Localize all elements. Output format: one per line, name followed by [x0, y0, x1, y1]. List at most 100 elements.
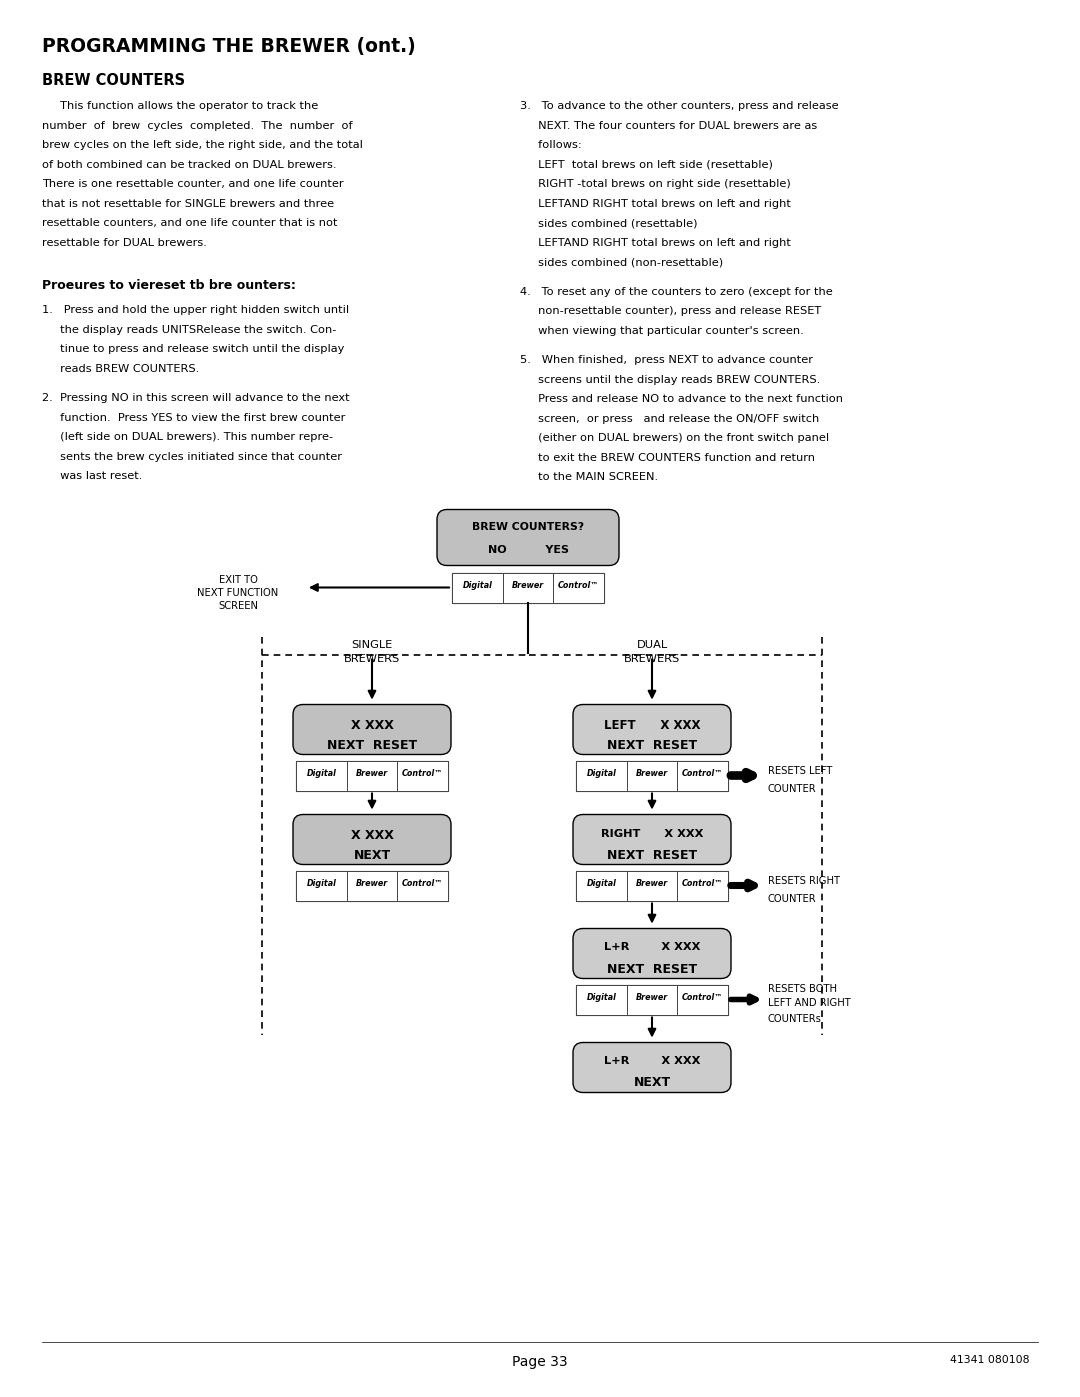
Text: screens until the display reads BREW COUNTERS.: screens until the display reads BREW COU…	[519, 374, 820, 384]
FancyBboxPatch shape	[437, 510, 619, 566]
Text: Digital: Digital	[586, 993, 617, 1002]
Bar	[576, 760, 728, 791]
Text: Control™: Control™	[683, 993, 724, 1002]
FancyBboxPatch shape	[573, 1042, 731, 1092]
Text: Press and release NO to advance to the next function: Press and release NO to advance to the n…	[519, 394, 843, 404]
Bar	[347, 760, 397, 791]
Text: sides combined (resettable): sides combined (resettable)	[519, 218, 698, 228]
Text: that is not resettable for SINGLE brewers and three: that is not resettable for SINGLE brewer…	[42, 198, 334, 208]
Text: NEXT  RESET: NEXT RESET	[607, 963, 697, 975]
Text: Brewer: Brewer	[636, 993, 669, 1002]
Bar	[677, 985, 728, 1014]
Text: EXIT TO: EXIT TO	[218, 574, 257, 584]
Bar	[576, 760, 626, 791]
Text: PROGRAMMING THE BREWER (ont.): PROGRAMMING THE BREWER (ont.)	[42, 36, 416, 56]
Text: Proeures to viereset tb bre ounters:: Proeures to viereset tb bre ounters:	[42, 279, 296, 292]
Text: Digital: Digital	[586, 768, 617, 778]
Text: X XXX: X XXX	[351, 718, 393, 732]
Text: L+R        X XXX: L+R X XXX	[604, 1056, 700, 1066]
Text: to the MAIN SCREEN.: to the MAIN SCREEN.	[519, 472, 658, 482]
Text: Page 33: Page 33	[512, 1355, 568, 1369]
Text: screen,  or press   and release the ON/OFF switch: screen, or press and release the ON/OFF …	[519, 414, 820, 423]
Text: LEFTAND RIGHT total brews on left and right: LEFTAND RIGHT total brews on left and ri…	[519, 198, 791, 208]
Text: function.  Press YES to view the first brew counter: function. Press YES to view the first br…	[42, 412, 346, 422]
Text: Brewer: Brewer	[636, 768, 669, 778]
Bar	[677, 870, 728, 901]
Text: was last reset.: was last reset.	[42, 471, 143, 481]
Text: BREWERS: BREWERS	[343, 654, 400, 664]
Text: Brewer: Brewer	[356, 768, 388, 778]
Text: (left side on DUAL brewers). This number repre-: (left side on DUAL brewers). This number…	[42, 432, 333, 441]
Text: (either on DUAL brewers) on the front switch panel: (either on DUAL brewers) on the front sw…	[519, 433, 829, 443]
Text: Digital: Digital	[307, 879, 336, 888]
Text: Digital: Digital	[307, 768, 336, 778]
Text: NEXT  RESET: NEXT RESET	[607, 848, 697, 862]
Bar	[453, 573, 604, 602]
Text: COUNTERs: COUNTERs	[768, 1013, 822, 1024]
Text: NEXT  RESET: NEXT RESET	[607, 739, 697, 752]
Bar	[397, 760, 448, 791]
Text: There is one resettable counter, and one life counter: There is one resettable counter, and one…	[42, 179, 343, 189]
Text: Control™: Control™	[683, 879, 724, 888]
Text: This function allows the operator to track the: This function allows the operator to tra…	[42, 101, 319, 110]
Bar	[576, 985, 728, 1014]
Bar	[397, 870, 448, 901]
Text: BREW COUNTERS: BREW COUNTERS	[42, 73, 185, 88]
Text: resettable for DUAL brewers.: resettable for DUAL brewers.	[42, 237, 207, 247]
Text: of both combined can be tracked on DUAL brewers.: of both combined can be tracked on DUAL …	[42, 159, 337, 169]
Bar	[296, 760, 448, 791]
Text: COUNTER: COUNTER	[768, 894, 816, 904]
Text: RESETS BOTH: RESETS BOTH	[768, 983, 837, 993]
Text: Brewer: Brewer	[356, 879, 388, 888]
FancyBboxPatch shape	[293, 814, 451, 865]
Bar	[453, 573, 502, 602]
Text: COUNTER: COUNTER	[768, 784, 816, 793]
Text: X XXX: X XXX	[351, 828, 393, 841]
Text: 3.   To advance to the other counters, press and release: 3. To advance to the other counters, pre…	[519, 101, 839, 110]
Text: RESETS RIGHT: RESETS RIGHT	[768, 876, 840, 886]
Text: sides combined (non-resettable): sides combined (non-resettable)	[519, 257, 724, 267]
Text: DUAL: DUAL	[636, 640, 667, 650]
Text: the display reads UNITSRelease the switch. Con-: the display reads UNITSRelease the switc…	[42, 324, 336, 334]
Bar	[296, 870, 448, 901]
Bar	[626, 870, 677, 901]
Text: resettable counters, and one life counter that is not: resettable counters, and one life counte…	[42, 218, 337, 228]
Text: LEFTAND RIGHT total brews on left and right: LEFTAND RIGHT total brews on left and ri…	[519, 237, 791, 247]
FancyBboxPatch shape	[573, 814, 731, 865]
Text: Control™: Control™	[683, 768, 724, 778]
Text: Digital: Digital	[586, 879, 617, 888]
Text: 2.  Pressing NO in this screen will advance to the next: 2. Pressing NO in this screen will advan…	[42, 393, 350, 402]
Bar	[296, 760, 347, 791]
FancyBboxPatch shape	[573, 929, 731, 978]
Text: RESETS LEFT: RESETS LEFT	[768, 766, 833, 775]
Text: NEXT  RESET: NEXT RESET	[327, 739, 417, 752]
Text: brew cycles on the left side, the right side, and the total: brew cycles on the left side, the right …	[42, 140, 363, 149]
Text: Brewer: Brewer	[636, 879, 669, 888]
Text: SCREEN: SCREEN	[218, 601, 258, 610]
FancyBboxPatch shape	[573, 704, 731, 754]
Bar	[296, 870, 347, 901]
Bar	[576, 870, 728, 901]
Text: BREWERS: BREWERS	[624, 654, 680, 664]
Text: RIGHT -total brews on right side (resettable): RIGHT -total brews on right side (resett…	[519, 179, 791, 189]
Text: tinue to press and release switch until the display: tinue to press and release switch until …	[42, 344, 345, 353]
Text: L+R        X XXX: L+R X XXX	[604, 943, 700, 953]
Text: NEXT FUNCTION: NEXT FUNCTION	[198, 588, 279, 598]
Bar	[502, 573, 553, 602]
Bar	[576, 985, 626, 1014]
Text: LEFT AND RIGHT: LEFT AND RIGHT	[768, 997, 851, 1007]
Text: reads BREW COUNTERS.: reads BREW COUNTERS.	[42, 363, 199, 373]
FancyBboxPatch shape	[293, 704, 451, 754]
Text: 4.   To reset any of the counters to zero (except for the: 4. To reset any of the counters to zero …	[519, 286, 833, 296]
Text: Control™: Control™	[402, 879, 443, 888]
Text: when viewing that particular counter's screen.: when viewing that particular counter's s…	[519, 326, 804, 335]
Text: Digital: Digital	[462, 581, 492, 590]
Text: LEFT      X XXX: LEFT X XXX	[604, 718, 700, 732]
Text: SINGLE: SINGLE	[351, 640, 393, 650]
Bar	[677, 760, 728, 791]
Text: NO          YES: NO YES	[487, 545, 568, 555]
Text: LEFT  total brews on left side (resettable): LEFT total brews on left side (resettabl…	[519, 159, 773, 169]
Text: 1.   Press and hold the upper right hidden switch until: 1. Press and hold the upper right hidden…	[42, 305, 349, 314]
Text: non-resettable counter), press and release RESET: non-resettable counter), press and relea…	[519, 306, 821, 316]
Text: number  of  brew  cycles  completed.  The  number  of: number of brew cycles completed. The num…	[42, 120, 353, 130]
